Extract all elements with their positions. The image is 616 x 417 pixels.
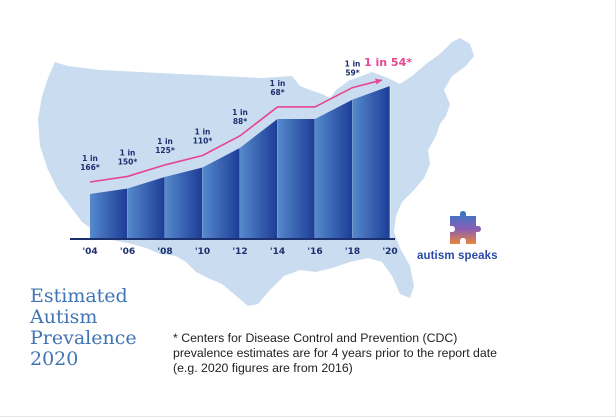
value-labels: 1 in 166* 1 in 150* 1 in 125* 1 in 110* 1 in 88* 1…: [80, 56, 412, 172]
value-label: 1 in 125*: [155, 137, 175, 155]
title-line: Estimated: [30, 285, 128, 307]
bars-group: [90, 86, 391, 239]
title-line: Prevalence: [30, 327, 137, 349]
bar-16: [315, 99, 353, 239]
bar-18: [352, 86, 390, 238]
bar-14: [277, 118, 315, 238]
trend-arrow: [375, 78, 382, 85]
value-label: 1 in 59*: [345, 60, 361, 78]
footnote: * Centers for Disease Control and Preven…: [173, 331, 553, 376]
x-tick-label: '06: [120, 247, 135, 257]
chart-title: Estimated Autism Prevalence 2020: [30, 286, 170, 370]
x-tick-label: '18: [345, 247, 360, 257]
x-tick-label: '14: [270, 247, 285, 257]
trend-arrowhead: [375, 78, 382, 85]
value-label: 1 in 166*: [80, 154, 100, 172]
bar-10: [202, 147, 240, 238]
brand-name: autism speaks: [417, 250, 498, 262]
footnote-line: prevalence estimates are for 4 years pri…: [173, 346, 497, 360]
footnote-line: (e.g. 2020 figures are from 2016): [173, 361, 353, 375]
title-line: 2020: [30, 348, 79, 370]
x-tick-label: '12: [232, 247, 247, 257]
x-tick-labels: '04 '06 '08 '10 '12 '14 '16 '18 '20: [82, 247, 397, 257]
bar-12: [240, 118, 278, 238]
value-label: 1 in 54*: [364, 56, 412, 69]
x-tick-label: '20: [382, 247, 397, 257]
x-tick-label: '10: [195, 247, 210, 257]
bar-04: [90, 188, 128, 238]
bar-08: [165, 167, 203, 238]
value-label: 1 in 88*: [232, 108, 248, 126]
x-tick-label: '08: [157, 247, 172, 257]
autism-speaks-logo: autism speaks: [414, 210, 534, 270]
x-tick-label: '04: [82, 247, 97, 257]
bar-06: [127, 176, 165, 238]
footnote-line: * Centers for Disease Control and Preven…: [173, 331, 458, 345]
title-line: Autism: [30, 306, 98, 328]
puzzle-piece-icon: [450, 211, 481, 244]
value-label: 1 in 110*: [193, 127, 213, 145]
trend-line: [89, 79, 383, 183]
value-label: 1 in 150*: [118, 148, 138, 166]
value-label: 1 in 68*: [270, 79, 286, 97]
x-tick-label: '16: [307, 247, 322, 257]
